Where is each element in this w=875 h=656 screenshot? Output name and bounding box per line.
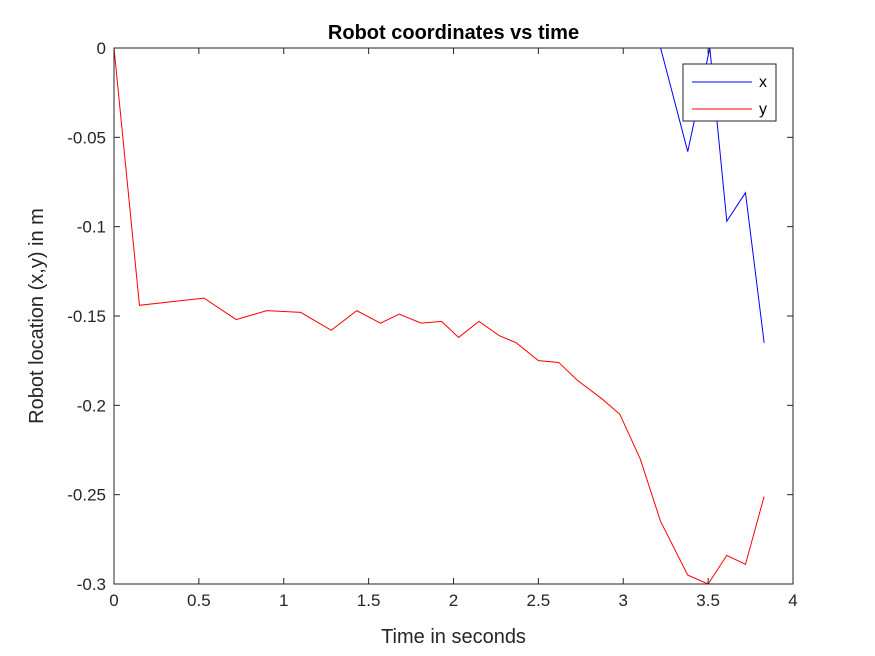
x-tick-label: 1 [279, 591, 288, 610]
x-tick-label: 2.5 [527, 591, 551, 610]
plot-area [114, 48, 793, 584]
legend-entries: xy [692, 74, 767, 118]
x-tick-label: 4 [788, 591, 797, 610]
y-tick-label: -0.05 [67, 128, 106, 147]
chart-title: Robot coordinates vs time [328, 22, 579, 44]
legend: xy [682, 63, 777, 122]
y-axis-title: Robot location (x,y) in m [26, 208, 48, 424]
x-tick-label: 0 [109, 591, 118, 610]
y-tick-label: -0.15 [67, 307, 106, 326]
y-tick-label: -0.2 [77, 396, 106, 415]
x-tick-label: 2 [449, 591, 458, 610]
y-tick-label: -0.1 [77, 218, 106, 237]
series-line-y [113, 47, 765, 585]
y-tick-label: 0 [97, 39, 106, 58]
x-tick-label: 1.5 [357, 591, 381, 610]
x-axis-title: Time in seconds [381, 626, 526, 648]
x-tick-label: 3.5 [696, 591, 720, 610]
ticks-layer: 0 0.5 1 1.5 2 2.5 3 3.5 4 0 -0.05 -0.1 -0.15 -0.2 -0.2… [67, 39, 797, 610]
y-tick-label: -0.25 [67, 486, 106, 505]
legend-label-y: y [759, 101, 767, 118]
x-tick-label: 3 [619, 591, 628, 610]
legend-box [682, 63, 777, 122]
y-tick-label: -0.3 [77, 575, 106, 594]
legend-label-x: x [759, 74, 767, 91]
x-tick-label: 0.5 [187, 591, 211, 610]
